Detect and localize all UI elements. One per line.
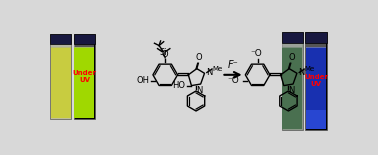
Text: HO: HO [172, 81, 185, 90]
Text: N: N [206, 68, 212, 77]
Bar [282, 47, 302, 129]
Text: O: O [196, 53, 203, 62]
Text: N: N [196, 86, 202, 95]
Text: Me: Me [305, 66, 315, 72]
Bar [305, 32, 327, 130]
Bar [50, 34, 71, 44]
Text: F⁻: F⁻ [228, 60, 239, 70]
Text: Under
UV: Under UV [72, 70, 96, 83]
Text: Under
UV: Under UV [304, 74, 328, 87]
Bar [306, 47, 326, 129]
Bar [74, 47, 94, 118]
Bar [74, 34, 95, 119]
Text: Si: Si [160, 48, 167, 57]
Text: N: N [288, 86, 295, 95]
Bar [50, 34, 71, 119]
Bar [51, 47, 71, 118]
Bar [282, 32, 303, 130]
Bar [74, 44, 94, 48]
Text: ⁻O: ⁻O [228, 76, 239, 85]
Text: Me: Me [212, 66, 223, 72]
Bar [305, 32, 327, 43]
Bar [282, 32, 303, 43]
Bar [306, 43, 326, 48]
Text: OH: OH [136, 76, 149, 85]
Bar [282, 43, 302, 48]
Text: ⁻O: ⁻O [250, 49, 262, 58]
Bar [306, 110, 326, 129]
Text: O: O [288, 53, 295, 62]
Bar [74, 34, 95, 44]
Text: O: O [162, 50, 169, 59]
Bar [51, 44, 71, 48]
Text: N: N [299, 68, 305, 77]
